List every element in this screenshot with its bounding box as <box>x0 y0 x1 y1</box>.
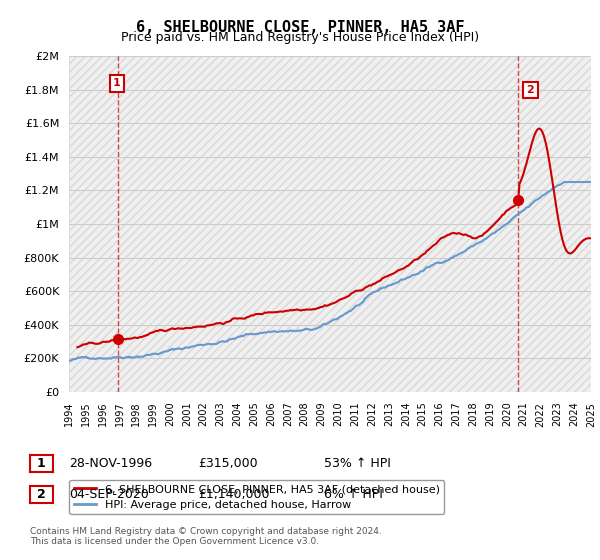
Text: £315,000: £315,000 <box>198 457 257 470</box>
Text: 6% ↑ HPI: 6% ↑ HPI <box>324 488 383 501</box>
Text: 1: 1 <box>37 457 46 470</box>
Text: 2: 2 <box>37 488 46 501</box>
Text: 6, SHELBOURNE CLOSE, PINNER, HA5 3AF: 6, SHELBOURNE CLOSE, PINNER, HA5 3AF <box>136 20 464 35</box>
Text: 2: 2 <box>527 85 534 95</box>
Text: 04-SEP-2020: 04-SEP-2020 <box>69 488 149 501</box>
Text: £1,140,000: £1,140,000 <box>198 488 269 501</box>
Text: 28-NOV-1996: 28-NOV-1996 <box>69 457 152 470</box>
Text: Contains HM Land Registry data © Crown copyright and database right 2024.
This d: Contains HM Land Registry data © Crown c… <box>30 526 382 546</box>
Legend: 6, SHELBOURNE CLOSE, PINNER, HA5 3AF (detached house), HPI: Average price, detac: 6, SHELBOURNE CLOSE, PINNER, HA5 3AF (de… <box>70 480 445 514</box>
Text: Price paid vs. HM Land Registry's House Price Index (HPI): Price paid vs. HM Land Registry's House … <box>121 31 479 44</box>
Text: 53% ↑ HPI: 53% ↑ HPI <box>324 457 391 470</box>
Text: 1: 1 <box>113 78 121 88</box>
